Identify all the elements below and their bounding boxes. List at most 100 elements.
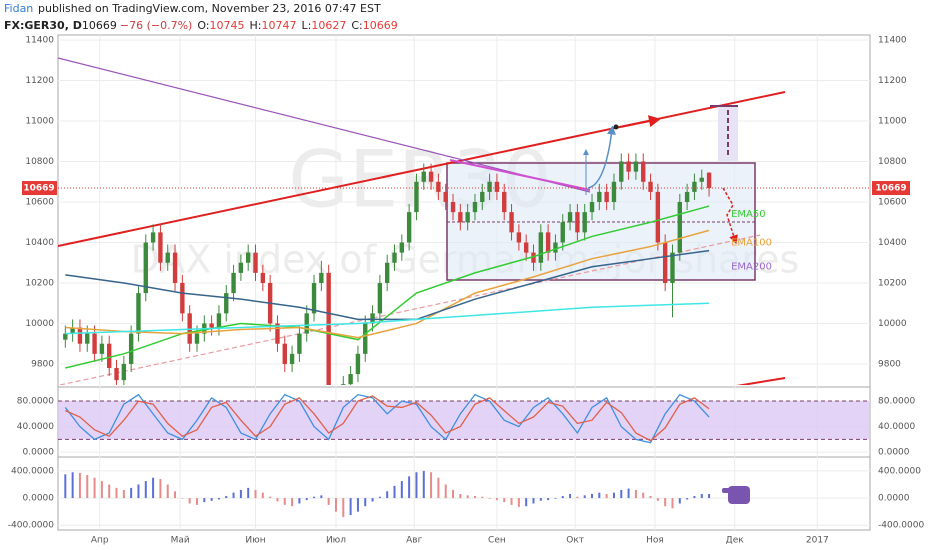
histogram-bar — [174, 491, 177, 499]
candle-body — [472, 202, 478, 213]
y-tick-label: 400.0000 — [11, 466, 54, 476]
y-tick-label: 10000 — [878, 319, 907, 329]
histogram-bar — [276, 498, 279, 502]
candle-body — [143, 242, 148, 294]
histogram-bar — [342, 498, 345, 518]
histogram-bar — [334, 498, 337, 512]
candle-body — [428, 171, 434, 182]
published: published on TradingView.com, November 2… — [38, 2, 381, 15]
histogram-bar — [181, 498, 184, 499]
y-tick-label: 9800 — [31, 359, 54, 369]
histogram-bar — [656, 498, 659, 501]
histogram-bar — [291, 498, 294, 507]
candle-body — [421, 171, 426, 182]
trendline — [58, 91, 786, 247]
candle-body — [128, 333, 134, 364]
histogram-bar — [627, 488, 630, 499]
y-tick-label: 10800 — [878, 157, 907, 167]
candle-body — [77, 327, 83, 344]
y-tick-label: 11400 — [25, 36, 54, 46]
candle-body — [626, 161, 631, 172]
histogram-bar — [225, 496, 228, 499]
y-tick-label: 40.0000 — [17, 422, 54, 432]
histogram-bar — [664, 498, 667, 507]
candle-body — [670, 252, 675, 283]
y-tick-label: 9800 — [878, 359, 901, 369]
candle-body — [494, 181, 500, 192]
trendline — [58, 57, 591, 193]
histogram-bar — [364, 498, 367, 507]
candle-body — [531, 252, 536, 263]
oscillator-line — [65, 395, 710, 442]
moving-average — [65, 229, 710, 339]
histogram-bar — [159, 479, 162, 499]
candle-body — [575, 212, 580, 233]
y-tick-label: 10000 — [25, 319, 54, 329]
candle-body — [692, 181, 697, 192]
histogram-bar — [349, 498, 352, 516]
histogram-bar — [510, 498, 513, 505]
y-tick-label: 11000 — [25, 117, 54, 127]
candle-body — [662, 242, 668, 283]
histogram-bar — [71, 472, 74, 499]
candle-body — [363, 323, 368, 354]
candle-body — [465, 212, 470, 223]
histogram-bar — [649, 496, 652, 499]
l-value: 10627 — [311, 19, 346, 32]
y-tick-label: -400.0000 — [878, 521, 924, 531]
candle-body — [538, 232, 544, 263]
author[interactable]: Fidan — [4, 2, 33, 15]
histogram-bar — [591, 494, 594, 499]
candle-body — [253, 252, 258, 273]
histogram-bar — [576, 496, 579, 499]
histogram-bar — [583, 495, 586, 499]
histogram-bar — [598, 492, 601, 499]
candle-body — [114, 367, 119, 381]
projection-arrow — [619, 115, 661, 128]
candle-body — [194, 333, 200, 344]
candle-body — [633, 161, 639, 172]
candle-body — [677, 202, 682, 253]
histogram-bar — [152, 477, 155, 499]
histogram-bar — [64, 474, 67, 499]
symbol-line: FX:GER30, D10669 −76 (−0.7%) O:10745 H:1074… — [4, 19, 398, 32]
histogram-bar — [473, 496, 476, 499]
y-tick-label: 11000 — [878, 117, 907, 127]
histogram-bar — [378, 496, 381, 499]
y-tick-label: 10800 — [25, 157, 54, 167]
histogram-bar — [700, 494, 703, 499]
candle-body — [107, 343, 112, 368]
candle-body — [458, 212, 463, 223]
candle-body — [655, 191, 661, 243]
histogram-bar — [115, 487, 118, 499]
moving-average — [65, 205, 710, 369]
x-tick-label: Дек — [726, 536, 745, 546]
histogram-bar — [239, 489, 242, 499]
candle-body — [319, 272, 324, 283]
candle-body — [70, 327, 75, 334]
moving-average — [65, 302, 710, 335]
histogram-bar — [86, 474, 89, 499]
histogram-bar — [283, 498, 286, 505]
histogram-bar — [100, 481, 103, 499]
histogram-bar — [320, 495, 323, 499]
x-tick-label: Окт — [566, 536, 584, 546]
candle-body — [275, 323, 280, 344]
histogram-bar — [130, 487, 133, 499]
histogram-bar — [525, 498, 528, 507]
ema-label: EMA100 — [731, 237, 772, 248]
histogram-bar — [693, 496, 696, 499]
candle-body — [516, 232, 522, 243]
trendline — [449, 159, 591, 191]
candle-body — [597, 191, 602, 203]
candle-body — [99, 343, 105, 354]
l-label: L: — [301, 19, 311, 32]
candle-body — [611, 181, 617, 203]
oscillator-line — [64, 393, 710, 444]
candle-body — [589, 202, 595, 213]
projection-arrow — [587, 125, 616, 189]
histogram-bar — [452, 489, 455, 499]
candle-body — [450, 202, 456, 213]
h-value: 10747 — [261, 19, 296, 32]
histogram-bar — [554, 498, 557, 499]
